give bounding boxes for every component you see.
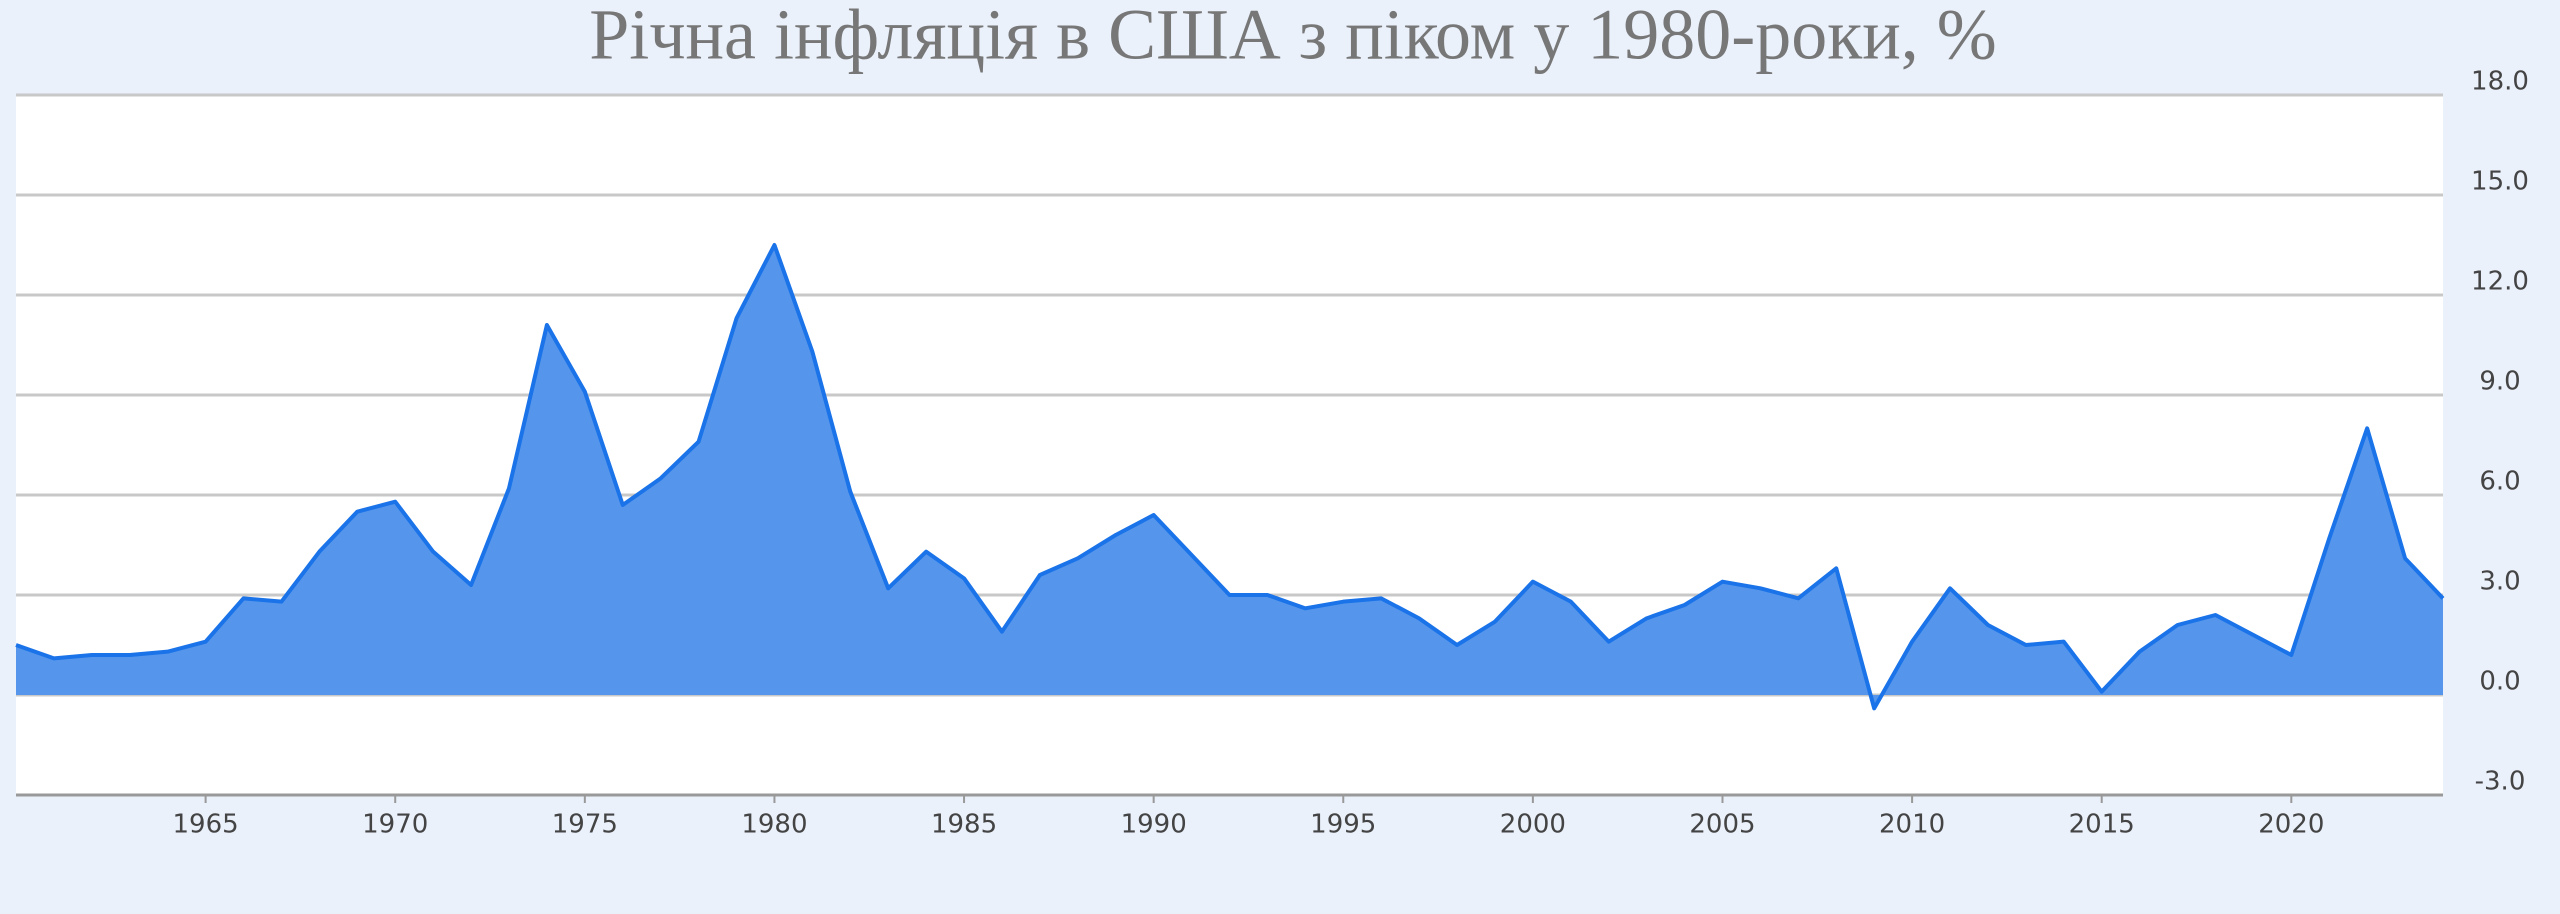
chart-title: Річна інфляція в США з піком у 1980-роки… [589,0,1996,75]
y-tick-label: 6.0 [2479,467,2520,497]
area [16,245,2443,709]
x-tick-label: 1980 [741,810,807,840]
x-tick-label: 1985 [931,810,997,840]
y-tick-label: 0.0 [2479,667,2520,697]
x-tick-label: 1995 [1310,810,1376,840]
y-tick-label: 18.0 [2471,67,2529,97]
x-tick-label: 1970 [362,810,428,840]
x-tick-label: 1975 [552,810,618,840]
y-tick-label: 3.0 [2479,567,2520,597]
y-tick-label: 9.0 [2479,367,2520,397]
line [15,243,2445,711]
x-tick-label: 2005 [1689,810,1755,840]
x-tick-label: 2010 [1879,810,1945,840]
x-tick-label: 2015 [2069,810,2135,840]
y-tick-label: 12.0 [2471,267,2529,297]
x-tick-label: 1990 [1121,810,1187,840]
x-tick-label: 2000 [1500,810,1566,840]
x-tick-label: 2020 [2258,810,2324,840]
x-tick-label: 1965 [173,810,239,840]
y-tick-label: -3.0 [2475,767,2526,797]
y-tick-label: 15.0 [2471,167,2529,197]
